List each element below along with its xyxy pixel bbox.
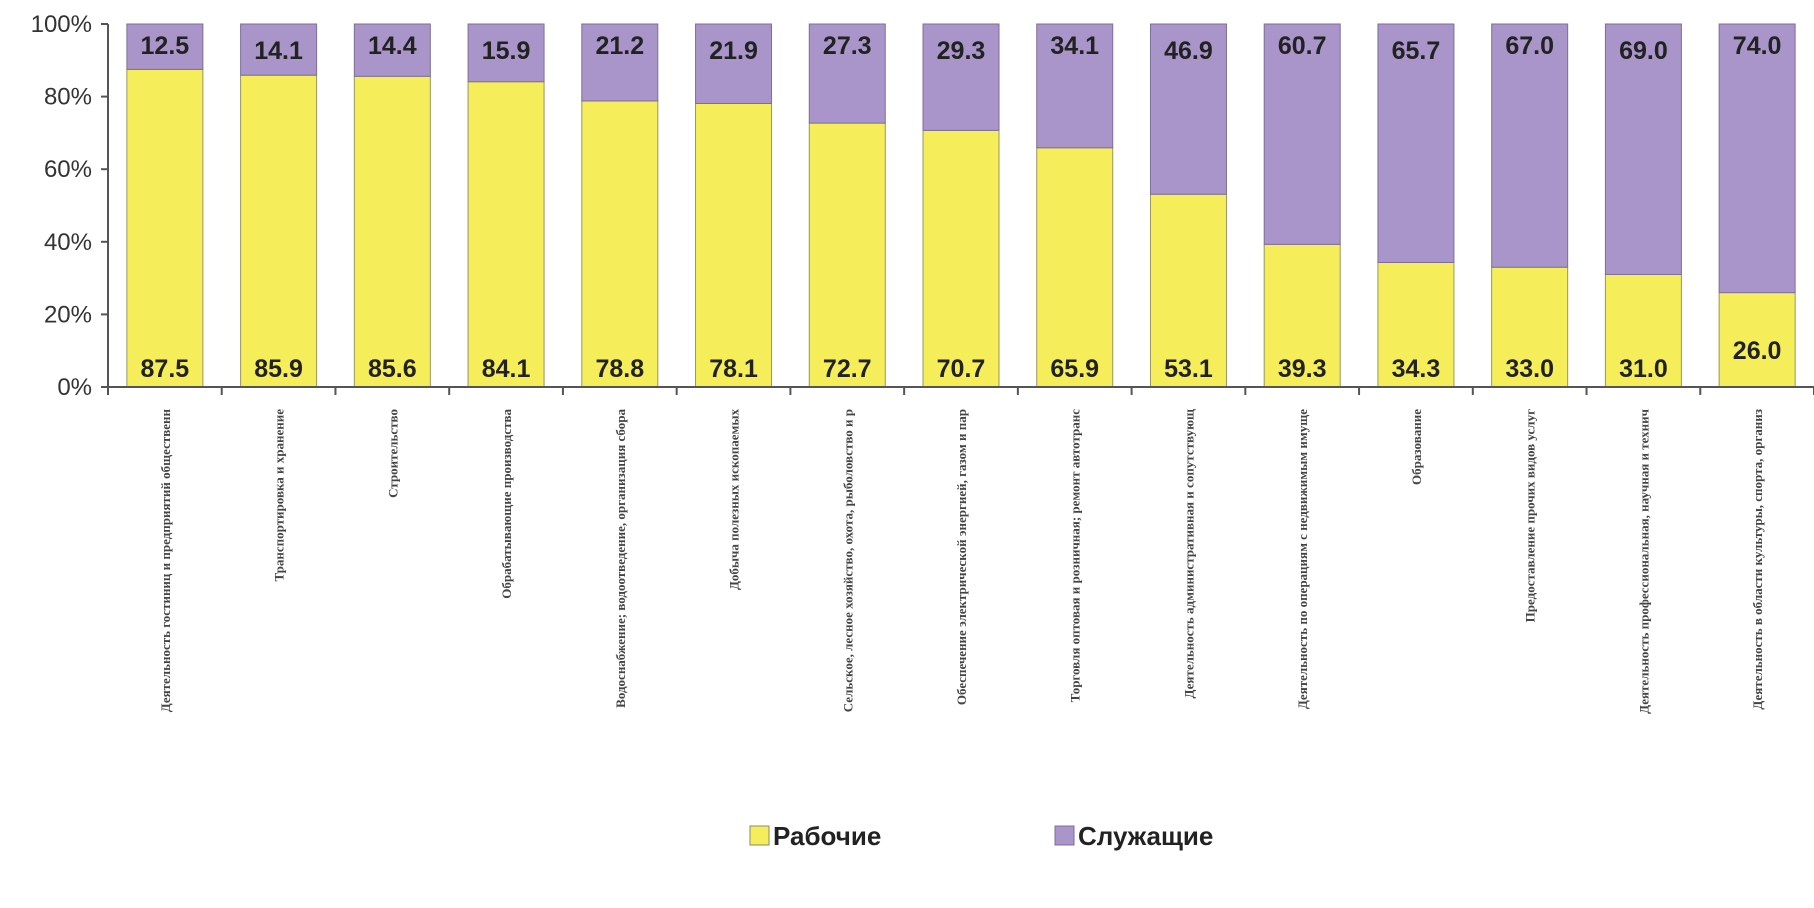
data-label-employees: 46.9 xyxy=(1164,37,1213,65)
bar-workers xyxy=(1036,147,1114,388)
bar-employees xyxy=(808,23,886,124)
bar-workers xyxy=(240,74,318,388)
data-label-employees: 21.2 xyxy=(595,32,644,60)
category-label: Добыча полезных ископаемых xyxy=(727,409,742,591)
bar-employees xyxy=(1036,23,1114,149)
legend-label-workers: Рабочие xyxy=(773,821,881,851)
bar-employees xyxy=(1718,23,1796,294)
legend-swatch-employees xyxy=(1054,825,1075,846)
data-label-workers: 65.9 xyxy=(1050,355,1099,383)
category-label: Предоставление прочих видов услуг xyxy=(1523,409,1538,622)
y-tick-label: 0% xyxy=(57,374,92,401)
category-label: Деятельность в области культуры, спорта,… xyxy=(1750,409,1765,710)
data-label-employees: 27.3 xyxy=(823,32,872,60)
data-label-workers: 78.8 xyxy=(595,355,644,383)
legend-label-employees: Служащие xyxy=(1078,821,1213,851)
bar-employees xyxy=(1263,23,1341,245)
bar-workers xyxy=(467,81,545,388)
y-tick-label: 20% xyxy=(44,301,92,328)
bar-employees xyxy=(353,23,431,77)
bar-workers xyxy=(1377,261,1455,388)
category-label: Сельское, лесное хозяйство, охота, рыбол… xyxy=(840,409,855,712)
bar-employees xyxy=(581,23,659,102)
category-label: Обрабатывающие производства xyxy=(499,409,514,599)
category-label: Деятельность административная и сопутств… xyxy=(1181,409,1196,698)
category-label: Транспортировка и хранение xyxy=(272,409,287,582)
data-label-workers: 87.5 xyxy=(141,355,190,383)
category-label: Строительство xyxy=(385,409,400,498)
data-label-employees: 29.3 xyxy=(937,37,986,65)
category-label: Обеспечение электрической энергией, газо… xyxy=(954,409,969,705)
data-label-employees: 74.0 xyxy=(1733,32,1782,60)
legend: Рабочие Служащие xyxy=(749,821,1213,851)
data-label-workers: 53.1 xyxy=(1164,355,1213,383)
y-tick-label: 60% xyxy=(44,156,92,183)
data-label-workers: 78.1 xyxy=(709,355,758,383)
category-label: Деятельность гостиниц и предприятий обще… xyxy=(158,408,173,712)
bar-workers xyxy=(353,75,431,388)
bar-workers xyxy=(1149,193,1227,388)
y-tick-label: 80% xyxy=(44,84,92,111)
data-label-workers: 33.0 xyxy=(1505,355,1554,383)
data-label-workers: 26.0 xyxy=(1733,337,1782,365)
bar-workers xyxy=(1718,292,1796,388)
data-label-employees: 14.1 xyxy=(254,37,303,65)
bar-employees xyxy=(126,23,204,70)
bar-workers xyxy=(922,129,1000,388)
data-label-workers: 70.7 xyxy=(937,355,986,383)
category-label: Водоснабжение; водоотведение, организаци… xyxy=(613,409,628,708)
category-label: Торговля оптовая и розничная; ремонт авт… xyxy=(1068,409,1083,703)
bar-employees xyxy=(1491,23,1569,268)
data-label-employees: 60.7 xyxy=(1278,32,1327,60)
data-label-employees: 34.1 xyxy=(1050,32,1099,60)
bar-workers xyxy=(581,100,659,388)
category-label: Деятельность по операциям с недвижимым и… xyxy=(1295,409,1310,709)
bar-employees xyxy=(1149,23,1227,195)
data-label-workers: 72.7 xyxy=(823,355,872,383)
y-tick-label: 100% xyxy=(31,11,92,38)
bars: 87.5 12.5 85.9 14.1 85.6 14.4 84.1 15.9 78.8 21.2… xyxy=(126,23,1796,388)
data-label-employees: 14.4 xyxy=(368,32,417,60)
data-label-workers: 39.3 xyxy=(1278,355,1327,383)
y-axis: 0% 20% 40% 60% 80% 100% xyxy=(31,11,109,401)
data-label-employees: 69.0 xyxy=(1619,37,1668,65)
bar-employees xyxy=(240,23,318,76)
bar-workers xyxy=(695,102,773,388)
bar-workers xyxy=(1263,243,1341,388)
data-label-employees: 67.0 xyxy=(1505,32,1554,60)
bar-employees xyxy=(467,23,545,83)
data-label-workers: 85.6 xyxy=(368,355,417,383)
x-axis: Деятельность гостиниц и предприятий обще… xyxy=(107,386,1814,714)
bar-employees xyxy=(1377,23,1455,263)
bar-workers xyxy=(1604,273,1682,388)
bar-employees xyxy=(1604,23,1682,275)
data-label-workers: 34.3 xyxy=(1392,355,1441,383)
bar-workers xyxy=(808,122,886,388)
data-label-employees: 12.5 xyxy=(141,32,190,60)
bar-employees xyxy=(695,23,773,104)
data-label-employees: 65.7 xyxy=(1392,37,1441,65)
data-label-workers: 85.9 xyxy=(254,355,303,383)
bar-employees xyxy=(922,23,1000,131)
data-label-employees: 21.9 xyxy=(709,37,758,65)
category-label: Образование xyxy=(1409,409,1424,485)
bar-workers xyxy=(1491,266,1569,388)
legend-swatch-workers xyxy=(749,825,770,846)
data-label-workers: 84.1 xyxy=(482,355,531,383)
bar-workers xyxy=(126,68,204,388)
data-label-workers: 31.0 xyxy=(1619,355,1668,383)
category-label: Деятельность профессиональная, научная и… xyxy=(1636,409,1651,714)
data-label-employees: 15.9 xyxy=(482,37,531,65)
y-tick-label: 40% xyxy=(44,229,92,256)
